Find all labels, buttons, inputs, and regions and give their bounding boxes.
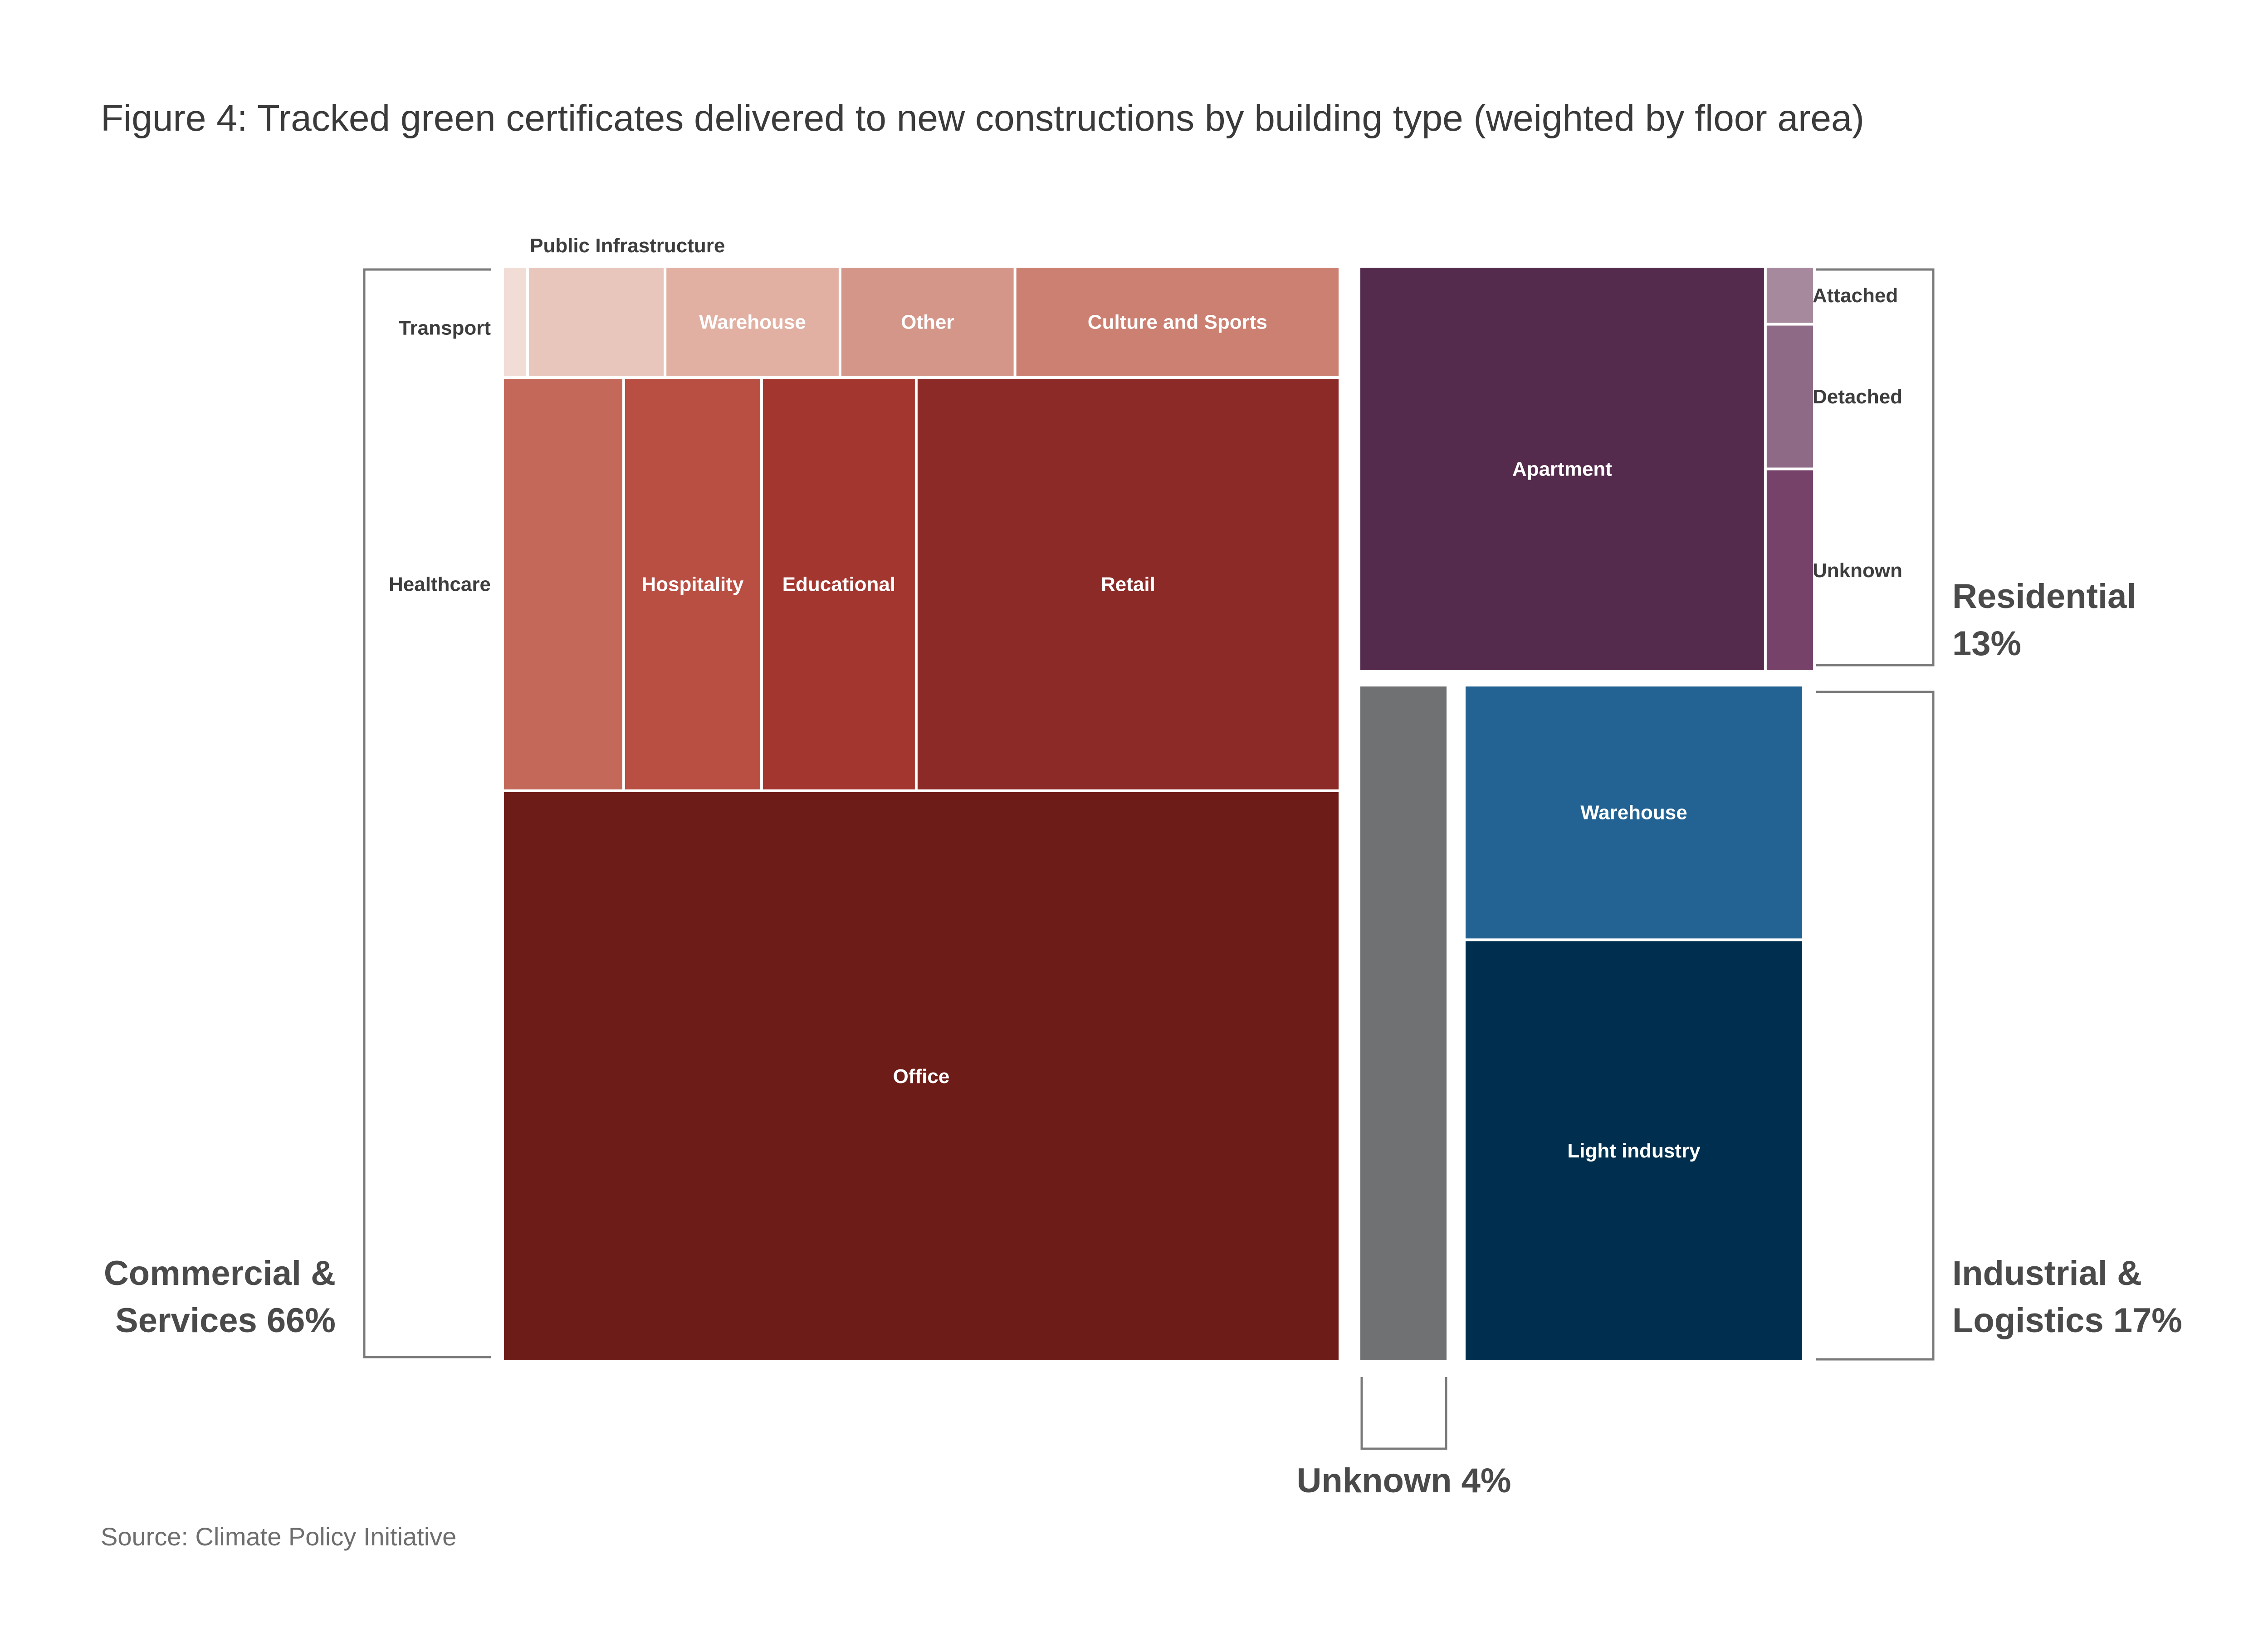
chart-source: Source: Climate Policy Initiative	[101, 1522, 456, 1551]
group-label-commercial: Commercial & Services 66%	[104, 1254, 336, 1340]
bracket-industrial	[1816, 691, 1935, 1361]
label-commercial-healthcare: Healthcare	[389, 573, 491, 595]
cell-industrial-warehouse	[1466, 686, 1802, 939]
chart-title: Figure 4: Tracked green certificates del…	[101, 98, 1864, 139]
label-commercial-transport: Transport	[399, 317, 491, 339]
cell-commercial-culture-and-sports	[1016, 268, 1339, 377]
cell-industrial-light-industry	[1466, 941, 1802, 1360]
group-label-unknown: Unknown 4%	[1297, 1461, 1511, 1500]
cell-commercial-healthcare	[504, 379, 622, 789]
cell-unknown-cell	[1360, 686, 1447, 1360]
cell-commercial-warehouse	[666, 268, 839, 377]
label-commercial-educational: Educational	[782, 573, 895, 595]
label-commercial-culture-and-sports: Culture and Sports	[1088, 311, 1267, 333]
cell-commercial-transport	[504, 268, 527, 377]
label-residential-unknown: Unknown	[1813, 559, 1902, 582]
cell-residential-unknown	[1766, 470, 1813, 670]
bracket-unknown	[1360, 1377, 1447, 1450]
cell-commercial-office	[504, 792, 1339, 1360]
label-commercial-other: Other	[901, 311, 954, 333]
cell-commercial-retail	[917, 379, 1339, 789]
cell-commercial-public-infrastructure	[529, 268, 664, 377]
treemap-labels: Transport Public Infrastructure Warehouse O…	[104, 235, 2182, 1500]
label-commercial-retail: Retail	[1101, 573, 1155, 595]
label-industrial-light-industry: Light industry	[1567, 1140, 1701, 1162]
label-commercial-public-infrastructure: Public Infrastructure	[530, 235, 725, 257]
label-industrial-warehouse: Warehouse	[1580, 802, 1687, 824]
label-commercial-warehouse: Warehouse	[699, 311, 806, 333]
group-label-residential: Residential 13%	[1952, 577, 2136, 663]
label-residential-attached: Attached	[1813, 284, 1898, 307]
cell-commercial-educational	[763, 379, 915, 789]
cell-commercial-other	[841, 268, 1014, 377]
cell-commercial-hospitality	[625, 379, 760, 789]
label-residential-detached: Detached	[1813, 386, 1902, 408]
cell-residential-apartment	[1360, 268, 1764, 670]
label-residential-apartment: Apartment	[1512, 458, 1612, 480]
label-commercial-hospitality: Hospitality	[641, 573, 743, 595]
group-brackets	[363, 268, 1935, 1450]
treemap-cells	[504, 268, 1813, 1360]
label-commercial-office: Office	[893, 1065, 950, 1088]
cell-residential-detached	[1766, 325, 1813, 468]
bracket-commercial	[363, 268, 491, 1358]
cell-residential-attached	[1766, 268, 1813, 323]
bracket-residential	[1816, 268, 1935, 667]
group-label-industrial: Industrial & Logistics 17%	[1952, 1254, 2182, 1340]
